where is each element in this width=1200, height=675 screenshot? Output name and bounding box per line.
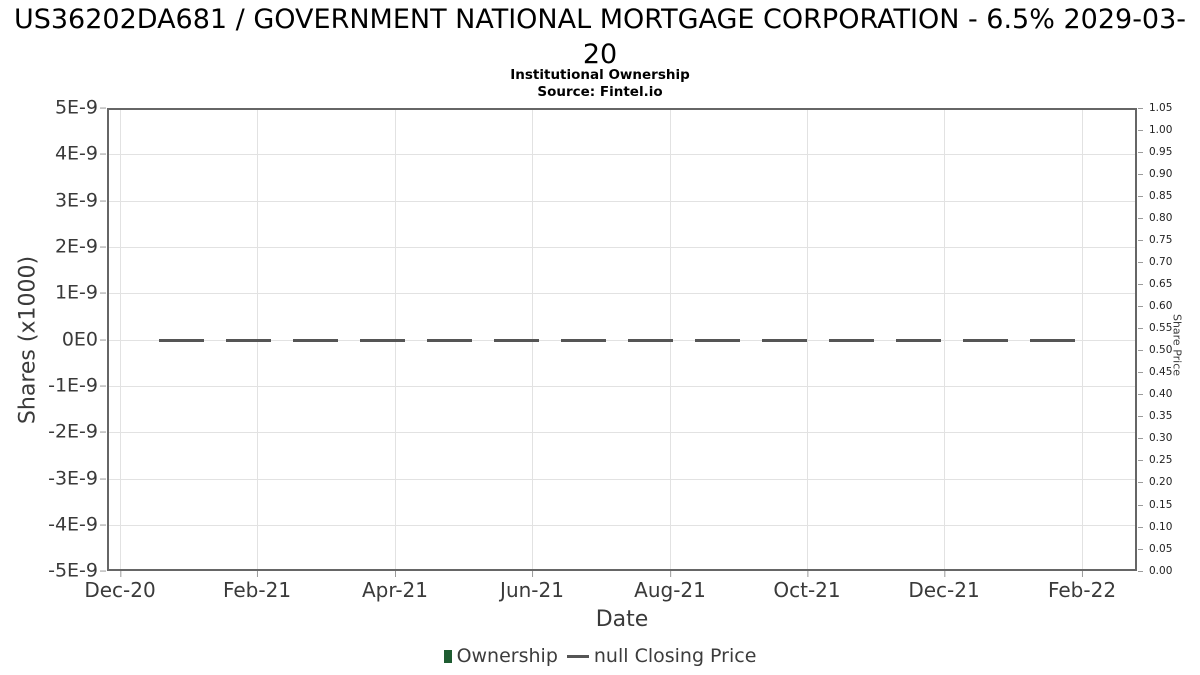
left-axis-tick-label: -3E-9 xyxy=(48,467,106,490)
left-axis-tick-label: 2E-9 xyxy=(54,235,107,258)
right-axis-tick-label: 0.85 xyxy=(1137,190,1173,202)
left-axis-tick-label: 0E0 xyxy=(61,328,107,351)
left-axis-title: Shares (x1000) xyxy=(15,255,41,425)
x-axis-tick-label: Feb-22 xyxy=(1047,571,1117,602)
horizontal-gridline xyxy=(109,154,1135,155)
plot-area xyxy=(107,108,1137,571)
x-axis-tick-label: Feb-21 xyxy=(222,571,292,602)
left-axis-tick-label: 3E-9 xyxy=(54,189,107,212)
right-axis-tick-label: 0.60 xyxy=(1137,300,1173,312)
right-axis-tick-label: 0.05 xyxy=(1137,543,1173,555)
legend: Ownership null Closing Price xyxy=(0,645,1200,667)
right-axis-tick-label: 0.50 xyxy=(1137,344,1173,356)
legend-label-ownership: Ownership xyxy=(456,645,558,667)
x-axis-tick-label: Dec-21 xyxy=(908,571,980,602)
right-axis-tick-label: 0.75 xyxy=(1137,234,1173,246)
x-axis-tick-label: Dec-20 xyxy=(84,571,156,602)
right-axis-tick-label: 0.45 xyxy=(1137,366,1173,378)
vertical-gridline xyxy=(120,110,121,569)
legend-item-ownership[interactable]: Ownership xyxy=(443,645,558,667)
left-axis-tick-label: -1E-9 xyxy=(48,374,106,397)
horizontal-gridline xyxy=(109,247,1135,248)
left-axis-tick-label: 1E-9 xyxy=(54,281,107,304)
left-axis-tick-label: -2E-9 xyxy=(48,420,106,443)
chart-source: Source: Fintel.io xyxy=(537,84,663,100)
right-axis-tick-label: 0.30 xyxy=(1137,432,1173,444)
closing-price-series-marker-icon xyxy=(566,654,589,658)
right-axis-tick-label: 0.40 xyxy=(1137,388,1173,400)
left-axis-tick-label: -4E-9 xyxy=(48,513,106,536)
horizontal-gridline xyxy=(109,293,1135,294)
x-axis-title: Date xyxy=(595,607,649,632)
ownership-series-line xyxy=(159,339,1097,342)
chart-title: US36202DA681 / GOVERNMENT NATIONAL MORTG… xyxy=(13,4,1187,71)
legend-label-closing-price: null Closing Price xyxy=(593,645,757,667)
right-axis-tick-label: 0.15 xyxy=(1137,499,1173,511)
right-axis-tick-label: 0.80 xyxy=(1137,212,1173,224)
x-axis-tick-label: Oct-21 xyxy=(773,571,841,602)
left-axis-tick-label: 4E-9 xyxy=(54,142,107,165)
right-axis-tick-label: 0.90 xyxy=(1137,168,1173,180)
right-axis-tick-label: 0.00 xyxy=(1137,565,1173,577)
x-axis-tick-label: Apr-21 xyxy=(362,571,428,602)
horizontal-gridline xyxy=(109,432,1135,433)
right-axis-tick-label: 0.70 xyxy=(1137,256,1173,268)
ownership-series-marker-icon xyxy=(443,649,452,663)
right-axis-tick-label: 0.35 xyxy=(1137,410,1173,422)
x-axis-tick-label: Jun-21 xyxy=(500,571,564,602)
legend-item-closing-price[interactable]: null Closing Price xyxy=(566,645,757,667)
horizontal-gridline xyxy=(109,386,1135,387)
right-axis-tick-label: 0.25 xyxy=(1137,454,1173,466)
left-axis-tick-label: 5E-9 xyxy=(54,96,107,119)
horizontal-gridline xyxy=(109,479,1135,480)
right-axis-tick-label: 0.95 xyxy=(1137,146,1173,158)
right-axis-tick-label: 1.05 xyxy=(1137,102,1173,114)
right-axis-tick-label: 0.20 xyxy=(1137,476,1173,488)
chart-subtitle: Institutional Ownership xyxy=(510,67,690,83)
right-axis-tick-label: 1.00 xyxy=(1137,124,1173,136)
horizontal-gridline xyxy=(109,201,1135,202)
right-axis-tick-label: 0.10 xyxy=(1137,521,1173,533)
left-axis-tick-label: -5E-9 xyxy=(48,559,106,582)
right-axis-tick-label: 0.55 xyxy=(1137,322,1173,334)
right-axis-tick-label: 0.65 xyxy=(1137,278,1173,290)
right-axis-title: Share Price xyxy=(1170,313,1184,377)
x-axis-tick-label: Aug-21 xyxy=(634,571,706,602)
horizontal-gridline xyxy=(109,525,1135,526)
